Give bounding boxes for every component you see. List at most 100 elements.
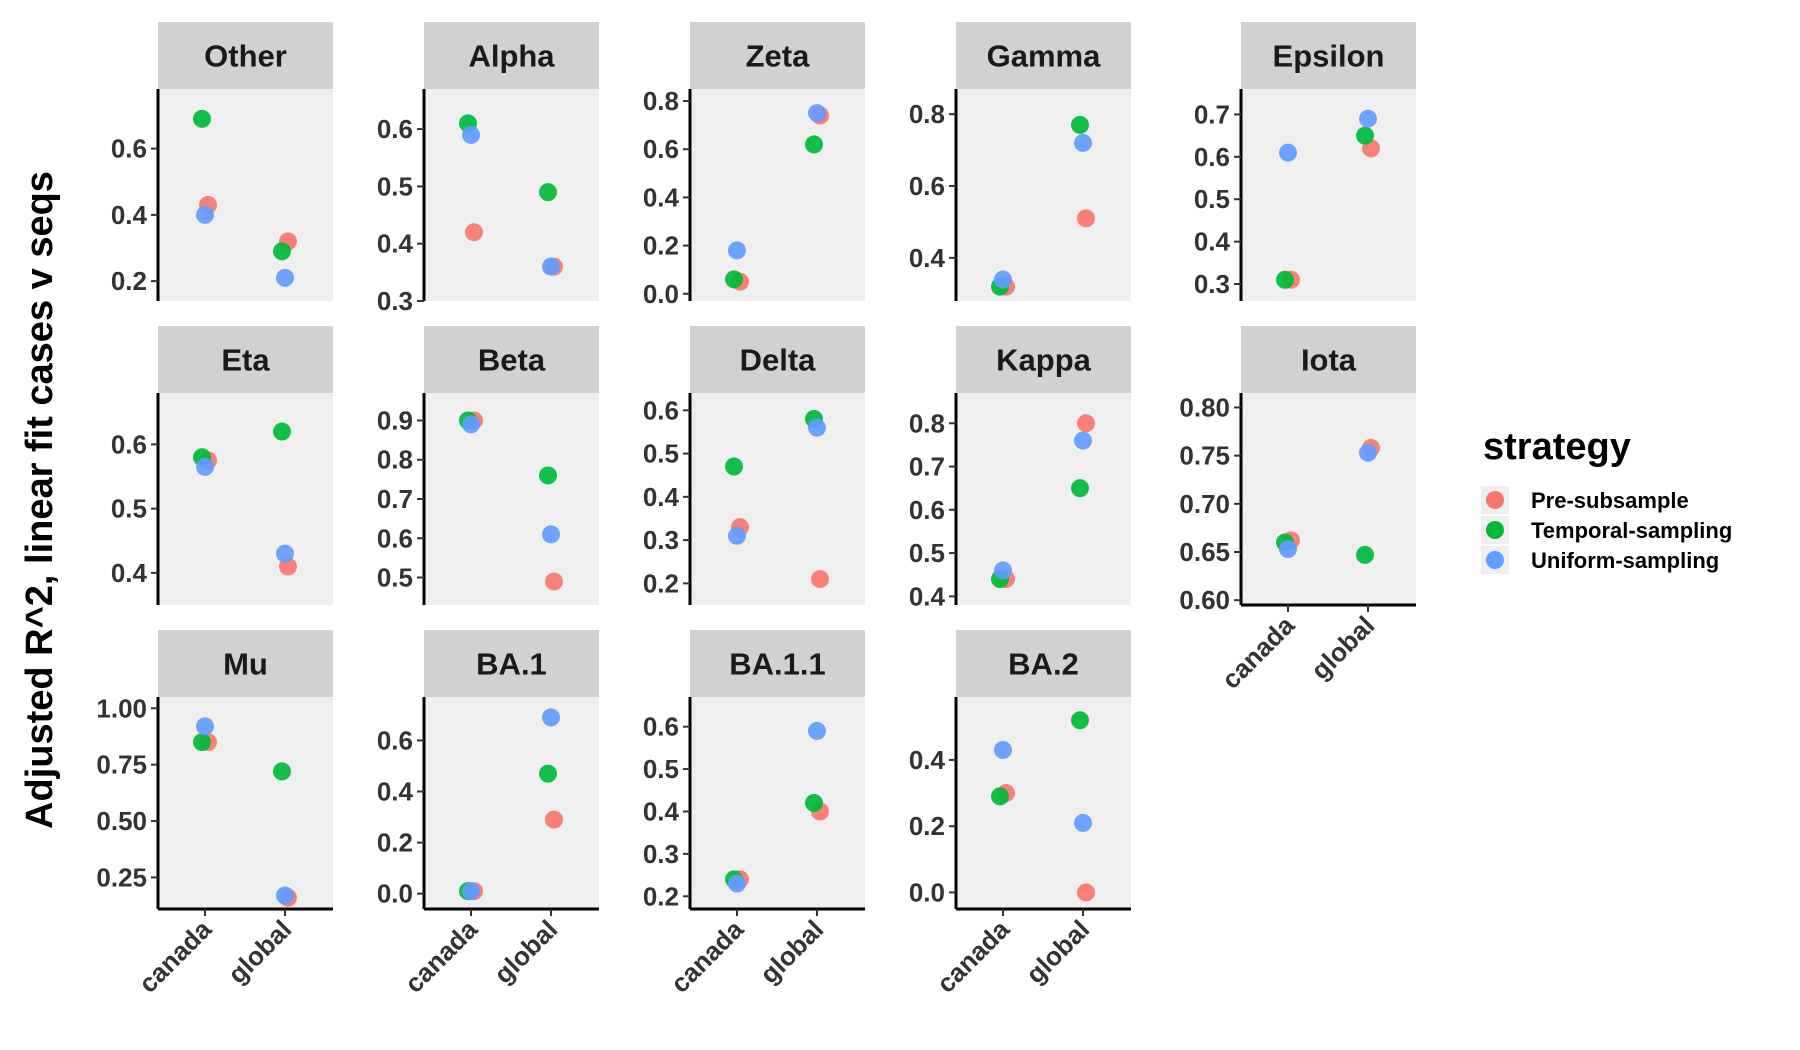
y-tick-label: 0.4 [909,243,946,273]
panel-background [690,697,865,909]
panel-background [1241,393,1416,605]
x-tick-label: global [1020,914,1095,989]
y-tick-label: 0.0 [909,877,945,907]
data-point [193,733,211,752]
y-tick-label: 0.5 [111,494,147,524]
data-point [1279,540,1297,559]
data-point [539,764,557,783]
y-tick-label: 0.3 [377,286,413,316]
facet-title: Beta [478,343,546,378]
y-tick-label: 0.2 [643,231,679,261]
legend-label: Pre-subsample [1531,488,1689,513]
facet-panel: Delta 0.2 0.3 0.4 0.5 0.6 [643,326,865,605]
facet-title: Zeta [746,39,811,74]
data-point [1071,479,1089,498]
facet-title: Iota [1301,343,1357,378]
data-point [1279,143,1297,162]
y-tick-label: 0.2 [643,881,679,911]
data-point [808,104,826,123]
data-point [725,457,743,476]
y-tick-label: 0.7 [909,452,945,482]
y-tick-label: 0.75 [96,750,147,780]
panel-background [690,393,865,605]
legend-label: Temporal-sampling [1531,518,1732,543]
data-point [808,418,826,437]
y-tick-label: 0.7 [1194,99,1230,129]
y-tick-label: 0.75 [1179,441,1230,471]
data-point [994,561,1012,580]
panel-background [424,697,599,909]
facet-panel: Iota 0.60 0.65 0.70 0.75 0.80 canada global [1179,326,1416,695]
y-tick-label: 0.2 [111,266,147,296]
y-tick-label: 0.8 [909,408,945,438]
data-point [1356,545,1374,564]
data-point [1071,115,1089,134]
legend-key [1486,551,1504,569]
x-tick-label: canada [931,914,1016,999]
y-tick-label: 0.3 [643,839,679,869]
y-tick-label: 0.6 [909,495,945,525]
y-tick-label: 0.4 [377,229,414,259]
facet-strip [1241,22,1416,89]
facet-strip [158,630,333,697]
facet-panels: Other 0.2 0.4 0.6 Alpha 0.3 0.4 0.5 0.6 Zeta 0.0 0.… [96,22,1416,999]
legend: strategy Pre-subsample Temporal-sampling U… [1481,426,1732,574]
y-tick-label: 0.4 [643,182,680,212]
x-tick-label: global [1305,610,1380,685]
facet-panel: BA.1 0.0 0.2 0.4 0.6 canada global [377,630,599,999]
data-point [1359,109,1377,128]
y-tick-label: 0.2 [377,828,413,858]
data-point [1356,126,1374,145]
panel-background [956,393,1131,605]
data-point [462,125,480,144]
y-tick-label: 0.4 [643,796,680,826]
y-tick-label: 0.50 [96,806,147,836]
data-point [728,526,746,545]
y-tick-label: 0.0 [377,879,413,909]
facet-strip [158,326,333,393]
facet-strip [690,22,865,89]
y-tick-label: 0.6 [377,725,413,755]
data-point [276,886,294,905]
y-tick-label: 0.6 [377,114,413,144]
y-tick-label: 0.9 [377,405,413,435]
facet-panel: Other 0.2 0.4 0.6 [111,22,333,301]
facet-strip [158,22,333,89]
x-tick-label: canada [665,914,750,999]
facet-title: Other [204,39,287,74]
data-point [805,794,823,812]
panel-background [956,89,1131,301]
data-point [276,544,294,563]
facet-panel: BA.1.1 0.2 0.3 0.4 0.5 0.6 canada global [643,630,865,999]
facet-strip [956,630,1131,697]
data-point [994,741,1012,759]
data-point [539,466,557,485]
facet-title: Eta [221,343,270,378]
y-axis-label: Adjusted R^2, linear fit cases v seqs [19,171,61,829]
legend-key [1486,491,1504,509]
data-point [539,183,557,202]
x-tick-label: global [754,914,829,989]
data-point [1071,711,1089,730]
y-tick-label: 0.5 [1194,184,1230,214]
facet-title: BA.1 [476,647,547,682]
y-tick-label: 0.5 [643,439,679,469]
panel-background [158,697,333,909]
legend-label: Uniform-sampling [1531,548,1719,573]
facet-title: Epsilon [1273,39,1385,74]
facet-panel: Epsilon 0.3 0.4 0.5 0.6 0.7 [1194,22,1416,301]
data-point [196,457,214,476]
y-tick-label: 0.4 [111,558,148,588]
y-tick-label: 0.4 [377,777,414,807]
y-tick-label: 0.7 [377,484,413,514]
facet-strip [956,22,1131,89]
data-point [811,570,829,589]
facet-panel: Eta 0.4 0.5 0.6 [111,326,333,605]
facet-panel: Zeta 0.0 0.2 0.4 0.6 0.8 [643,22,865,309]
data-point [462,415,480,434]
data-point [545,810,563,829]
data-point [1359,443,1377,462]
y-tick-label: 0.6 [643,712,679,742]
y-tick-label: 0.6 [1194,142,1230,172]
